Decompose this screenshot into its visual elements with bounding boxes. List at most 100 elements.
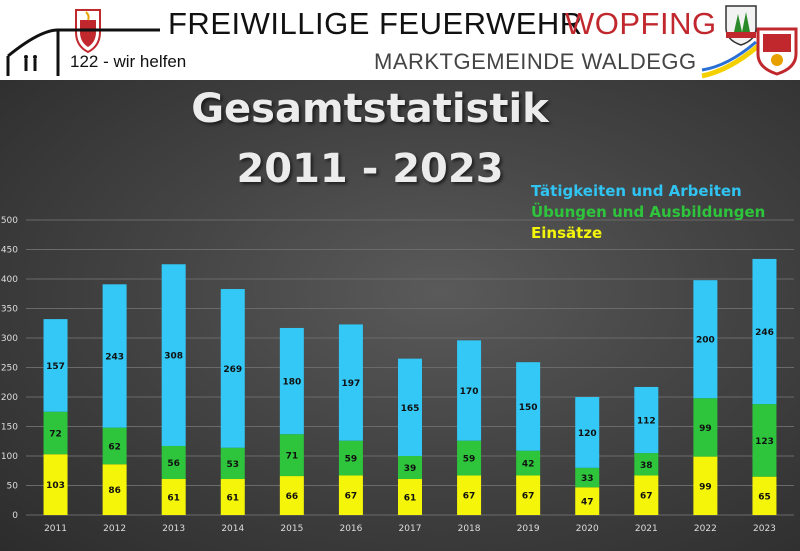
data-label: 39	[404, 464, 417, 474]
y-tick-label: 450	[1, 246, 18, 256]
bar-uebungen	[102, 427, 127, 465]
data-label: 53	[227, 460, 240, 470]
legend-uebungen: Übungen und Ausbildungen	[531, 203, 766, 221]
bar-uebungen	[693, 398, 718, 457]
x-tick-label: 2011	[44, 524, 67, 534]
data-label: 67	[463, 492, 476, 502]
data-label: 243	[105, 352, 124, 362]
header-frame-line	[6, 28, 160, 76]
data-label: 157	[46, 362, 65, 372]
y-tick-label: 350	[1, 305, 18, 315]
bar-uebungen	[338, 440, 363, 476]
bar-taetigkeiten	[516, 362, 541, 451]
data-label: 65	[758, 492, 771, 502]
data-label: 47	[581, 498, 594, 508]
data-label: 66	[286, 492, 299, 502]
bar-uebungen	[575, 467, 600, 488]
bar-einsaetze	[279, 476, 304, 515]
swoosh-decoration-icon	[701, 40, 760, 79]
bar-uebungen	[279, 434, 304, 477]
chart-title: Gesamtstatistik	[191, 86, 549, 132]
data-label: 269	[223, 365, 242, 375]
municipality-crest-icon	[725, 5, 757, 46]
data-label: 200	[696, 336, 715, 346]
y-tick-label: 100	[1, 452, 18, 462]
data-label: 62	[108, 442, 121, 452]
y-tick-label: 500	[1, 216, 18, 226]
bar-einsaetze	[457, 475, 482, 515]
data-label: 61	[404, 494, 417, 504]
data-label: 67	[640, 492, 653, 502]
x-tick-label: 2021	[635, 524, 658, 534]
x-tick-label: 2014	[221, 524, 244, 534]
slogan: 122 - wir helfen	[70, 52, 187, 71]
bar-taetigkeiten	[634, 386, 659, 454]
legend-taetigkeiten: Tätigkeiten und Arbeiten	[531, 182, 742, 200]
data-label: 180	[282, 378, 301, 388]
data-label: 42	[522, 460, 535, 470]
x-tick-label: 2020	[576, 524, 599, 534]
data-label: 59	[345, 455, 358, 465]
municipality-name: MARKTGEMEINDE WALDEGG	[374, 49, 697, 74]
data-label: 86	[108, 486, 121, 496]
bar-taetigkeiten	[693, 280, 718, 399]
data-label: 71	[286, 452, 299, 462]
brand-name: FREIWILLIGE FEUERWEHR	[168, 6, 583, 41]
bar-taetigkeiten	[752, 258, 777, 405]
data-label: 99	[699, 482, 712, 492]
data-label: 61	[167, 494, 180, 504]
data-label: 56	[167, 459, 180, 469]
data-label: 120	[578, 429, 597, 439]
data-label: 197	[342, 379, 361, 389]
bar-einsaetze	[575, 487, 600, 515]
chart-subtitle: 2011 - 2023	[236, 146, 504, 192]
bar-einsaetze	[752, 476, 777, 515]
x-tick-label: 2017	[399, 524, 422, 534]
x-tick-label: 2023	[753, 524, 776, 534]
bar-einsaetze	[161, 479, 186, 515]
data-label: 38	[640, 461, 653, 471]
header-banner: FREIWILLIGE FEUERWEHR WOPFING MARKTGEMEI…	[0, 0, 800, 80]
bar-taetigkeiten	[220, 289, 245, 448]
bar-einsaetze	[220, 479, 245, 515]
bar-taetigkeiten	[43, 319, 68, 412]
y-tick-label: 0	[12, 511, 18, 521]
y-tick-label: 200	[1, 393, 18, 403]
bar-uebungen	[220, 447, 245, 480]
data-label: 72	[49, 429, 62, 439]
bar-einsaetze	[102, 464, 127, 515]
data-label: 67	[345, 492, 358, 502]
x-tick-label: 2016	[339, 524, 362, 534]
bar-taetigkeiten	[338, 324, 363, 441]
y-tick-label: 300	[1, 334, 18, 344]
bar-einsaetze	[693, 456, 718, 515]
bar-einsaetze	[398, 479, 422, 515]
data-label: 112	[637, 417, 656, 427]
people-icon	[24, 55, 37, 71]
x-tick-label: 2022	[694, 524, 717, 534]
x-tick-label: 2019	[517, 524, 540, 534]
data-label: 308	[164, 352, 183, 362]
data-label: 61	[227, 494, 240, 504]
data-label: 67	[522, 492, 535, 502]
bar-taetigkeiten	[102, 284, 127, 428]
bar-einsaetze	[338, 475, 363, 515]
bar-taetigkeiten	[161, 264, 186, 446]
fire-department-crest-icon	[756, 27, 798, 76]
data-label: 33	[581, 474, 594, 484]
bar-uebungen	[43, 411, 68, 455]
y-tick-label: 400	[1, 275, 18, 285]
data-label: 59	[463, 455, 476, 465]
x-tick-label: 2018	[458, 524, 481, 534]
y-tick-label: 50	[7, 482, 19, 492]
bar-uebungen	[752, 404, 777, 477]
y-tick-label: 250	[1, 364, 18, 374]
data-label: 165	[401, 404, 420, 414]
bar-einsaetze	[43, 454, 68, 515]
x-tick-label: 2015	[280, 524, 303, 534]
bar-uebungen	[457, 440, 482, 476]
y-tick-label: 150	[1, 423, 18, 433]
bar-uebungen	[516, 450, 541, 476]
